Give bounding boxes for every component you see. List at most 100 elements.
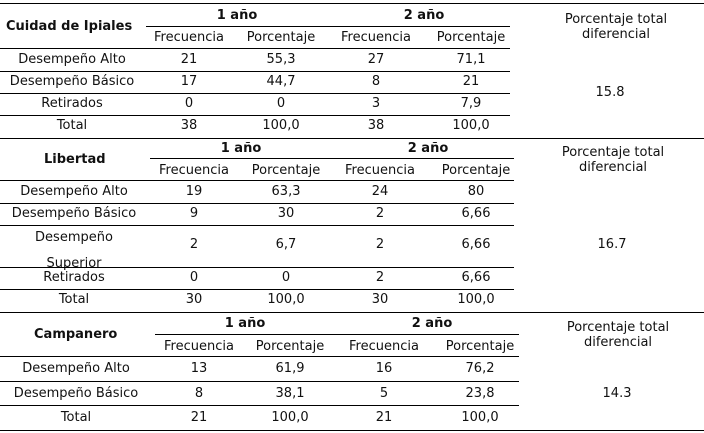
pct-2: 80 <box>467 184 485 199</box>
pct-1: 100,0 <box>267 292 305 307</box>
pct-total-value: 16.7 <box>597 237 627 252</box>
pct-total-value: 15.8 <box>595 85 625 100</box>
rule-year-header <box>146 26 510 27</box>
table-title: Libertad <box>44 152 106 167</box>
row-label: Desempeño Básico <box>11 206 137 221</box>
freq-2: 2 <box>375 270 385 285</box>
pct-2: 21 <box>462 74 480 89</box>
col-freq-1: Frecuencia <box>154 30 224 45</box>
pct-2: 100,0 <box>457 292 495 307</box>
col-pct-2: Porcentaje <box>436 30 506 45</box>
col-pct-1: Porcentaje <box>251 163 321 178</box>
rule-year-header <box>155 334 519 335</box>
pct-total-header: Porcentaje total diferencial <box>566 320 670 350</box>
rule-year-header <box>150 158 514 159</box>
pct-2: 6,66 <box>461 270 491 285</box>
year1-header: 1 año <box>216 8 258 23</box>
pct-1: 6,7 <box>275 237 297 252</box>
col-pct-2: Porcentaje <box>445 339 515 354</box>
rule-top <box>0 3 704 4</box>
pct-2: 23,8 <box>465 386 495 401</box>
pct-1: 38,1 <box>275 386 305 401</box>
row-divider <box>0 381 519 382</box>
freq-1: 0 <box>184 96 194 111</box>
row-label: Desempeño Alto <box>22 361 130 376</box>
pct-total-header: Porcentaje total diferencial <box>561 145 665 175</box>
pct-1: 100,0 <box>262 118 300 133</box>
year1-header: 1 año <box>220 141 262 156</box>
row-divider <box>0 115 510 116</box>
col-pct-1: Porcentaje <box>255 339 325 354</box>
col-freq-1: Frecuencia <box>159 163 229 178</box>
rule-top <box>0 312 704 313</box>
row-label: Total <box>58 292 90 307</box>
freq-2: 38 <box>367 118 385 133</box>
row-divider <box>0 405 519 406</box>
year2-header: 2 año <box>403 8 445 23</box>
year1-header: 1 año <box>224 316 266 331</box>
row-divider <box>0 289 514 290</box>
freq-1: 17 <box>180 74 198 89</box>
pct-2: 6,66 <box>461 237 491 252</box>
pct-1: 100,0 <box>271 410 309 425</box>
freq-1: 8 <box>194 386 204 401</box>
year2-header: 2 año <box>411 316 453 331</box>
rule-subheader <box>0 48 510 49</box>
freq-2: 3 <box>371 96 381 111</box>
row-divider <box>0 225 514 226</box>
freq-1: 2 <box>189 237 199 252</box>
pct-2: 100,0 <box>461 410 499 425</box>
table-title: Campanero <box>34 327 118 342</box>
row-label: Total <box>60 410 92 425</box>
col-pct-1: Porcentaje <box>246 30 316 45</box>
row-label: Desempeño Básico <box>13 386 139 401</box>
col-freq-1: Frecuencia <box>164 339 234 354</box>
freq-2: 27 <box>367 52 385 67</box>
row-label: Retirados <box>41 96 103 111</box>
freq-1: 19 <box>185 184 203 199</box>
freq-2: 21 <box>375 410 393 425</box>
pct-1: 61,9 <box>275 361 305 376</box>
row-label: Retirados <box>43 270 105 285</box>
row-label: Desempeño Básico <box>9 74 135 89</box>
row-divider <box>0 267 514 268</box>
rule-top <box>0 138 704 139</box>
freq-1: 0 <box>189 270 199 285</box>
freq-2: 24 <box>371 184 389 199</box>
year2-header: 2 año <box>407 141 449 156</box>
row-label: Total <box>56 118 88 133</box>
freq-1: 21 <box>190 410 208 425</box>
row-divider <box>0 93 510 94</box>
pct-2: 6,66 <box>461 206 491 221</box>
pct-2: 71,1 <box>456 52 486 67</box>
pct-2: 7,9 <box>460 96 482 111</box>
freq-2: 5 <box>379 386 389 401</box>
freq-1: 30 <box>185 292 203 307</box>
pct-2: 100,0 <box>452 118 490 133</box>
row-label: Desempeño Alto <box>20 184 128 199</box>
freq-2: 2 <box>375 206 385 221</box>
freq-2: 16 <box>375 361 393 376</box>
rule-bottom <box>0 430 704 431</box>
pct-total-header: Porcentaje total diferencial <box>564 12 668 42</box>
col-freq-2: Frecuencia <box>341 30 411 45</box>
pct-1: 55,3 <box>266 52 296 67</box>
pct-1: 0 <box>276 96 286 111</box>
pct-total-value: 14.3 <box>602 386 632 401</box>
table-title: Cuidad de Ipiales <box>6 19 133 34</box>
row-divider <box>0 71 510 72</box>
pct-1: 63,3 <box>271 184 301 199</box>
freq-2: 30 <box>371 292 389 307</box>
pct-2: 76,2 <box>465 361 495 376</box>
freq-2: 8 <box>371 74 381 89</box>
row-label: Desempeño Alto <box>18 52 126 67</box>
freq-1: 9 <box>189 206 199 221</box>
pct-1: 44,7 <box>266 74 296 89</box>
freq-1: 13 <box>190 361 208 376</box>
col-freq-2: Frecuencia <box>349 339 419 354</box>
rule-subheader <box>0 356 519 357</box>
freq-2: 2 <box>375 237 385 252</box>
pct-1: 30 <box>277 206 295 221</box>
col-freq-2: Frecuencia <box>345 163 415 178</box>
freq-1: 21 <box>180 52 198 67</box>
